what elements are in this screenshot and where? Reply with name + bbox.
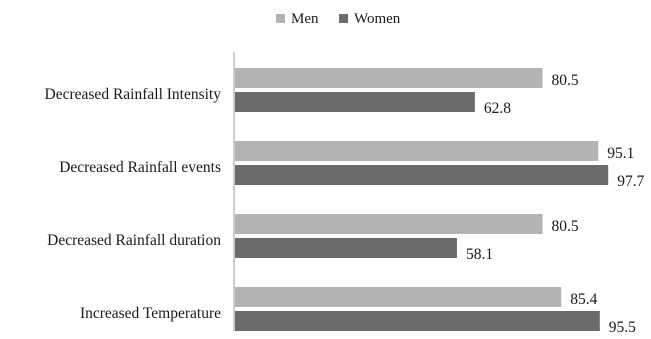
value-label-women-increased-temperature: 95.5 xyxy=(609,319,636,336)
value-label-men-decreased-rainfall-events: 95.1 xyxy=(607,145,634,162)
bar-women-decreased-rainfall-duration xyxy=(235,238,457,258)
bar-men-decreased-rainfall-duration xyxy=(235,214,543,234)
bar-men-increased-temperature xyxy=(235,287,562,307)
category-label-decreased-rainfall-events: Decreased Rainfall events xyxy=(59,159,221,176)
category-label-decreased-rainfall-duration: Decreased Rainfall duration xyxy=(47,232,221,249)
category-labels: Decreased Rainfall Intensity Decreased Ra… xyxy=(45,86,222,322)
value-label-women-decreased-rainfall-intensity: 62.8 xyxy=(484,100,511,117)
legend-swatch-men xyxy=(276,14,285,23)
value-label-women-decreased-rainfall-duration: 58.1 xyxy=(466,246,493,263)
bar-women-increased-temperature xyxy=(235,311,600,331)
bars: 80.5 62.8 95.1 97.7 80.5 58.1 85.4 95.5 xyxy=(235,68,645,336)
bar-women-decreased-rainfall-intensity xyxy=(235,92,475,112)
category-label-decreased-rainfall-intensity: Decreased Rainfall Intensity xyxy=(45,86,222,103)
bar-men-decreased-rainfall-intensity xyxy=(235,68,543,88)
bar-women-decreased-rainfall-events xyxy=(235,165,609,185)
value-label-men-decreased-rainfall-intensity: 80.5 xyxy=(552,72,579,89)
legend: Men Women xyxy=(276,11,401,27)
bar-men-decreased-rainfall-events xyxy=(235,141,599,161)
legend-swatch-women xyxy=(339,14,348,23)
value-label-men-increased-temperature: 85.4 xyxy=(570,291,597,308)
value-label-men-decreased-rainfall-duration: 80.5 xyxy=(552,218,579,235)
legend-label-men: Men xyxy=(291,11,319,27)
value-label-women-decreased-rainfall-events: 97.7 xyxy=(617,173,644,190)
category-label-increased-temperature: Increased Temperature xyxy=(80,305,221,322)
legend-label-women: Women xyxy=(354,11,401,27)
